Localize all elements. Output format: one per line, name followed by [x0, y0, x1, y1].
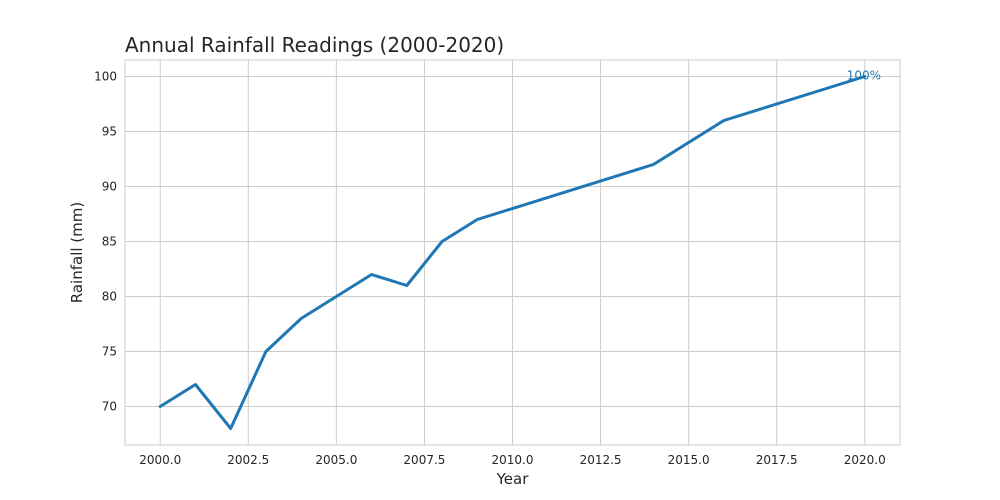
- rainfall-series-line: [158, 75, 867, 430]
- y-tick-label: 95: [102, 125, 117, 139]
- series-layer: [158, 75, 867, 430]
- x-tick-label: 2017.5: [756, 453, 798, 467]
- x-axis-ticks: 2000.0 2002.5 2005.0 2007.5 2010.0 2012.5 2015…: [139, 453, 886, 467]
- y-tick-label: 70: [102, 400, 117, 414]
- chart-title: Annual Rainfall Readings (2000-2020): [125, 33, 504, 57]
- x-tick-label: 2010.0: [492, 453, 534, 467]
- x-tick-label: 2005.0: [315, 453, 357, 467]
- x-tick-label: 2020.0: [844, 453, 886, 467]
- x-tick-label: 2007.5: [403, 453, 445, 467]
- x-tick-label: 2000.0: [139, 453, 181, 467]
- y-tick-label: 80: [102, 290, 117, 304]
- y-tick-label: 90: [102, 180, 117, 194]
- y-axis-ticks: 70 75 80 85 90 95 100: [94, 70, 117, 414]
- y-tick-label: 75: [102, 345, 117, 359]
- y-axis-label: Rainfall (mm): [68, 202, 86, 303]
- y-tick-label: 100: [94, 70, 117, 84]
- data-annotation-label: 100%: [847, 69, 881, 83]
- x-tick-label: 2012.5: [580, 453, 622, 467]
- plot-area-frame: [124, 59, 901, 446]
- y-tick-label: 85: [102, 235, 117, 249]
- annotation-layer: 100%: [847, 69, 881, 83]
- x-axis-label: Year: [496, 470, 530, 488]
- x-tick-label: 2015.0: [668, 453, 710, 467]
- grid: [125, 60, 900, 445]
- x-tick-label: 2002.5: [227, 453, 269, 467]
